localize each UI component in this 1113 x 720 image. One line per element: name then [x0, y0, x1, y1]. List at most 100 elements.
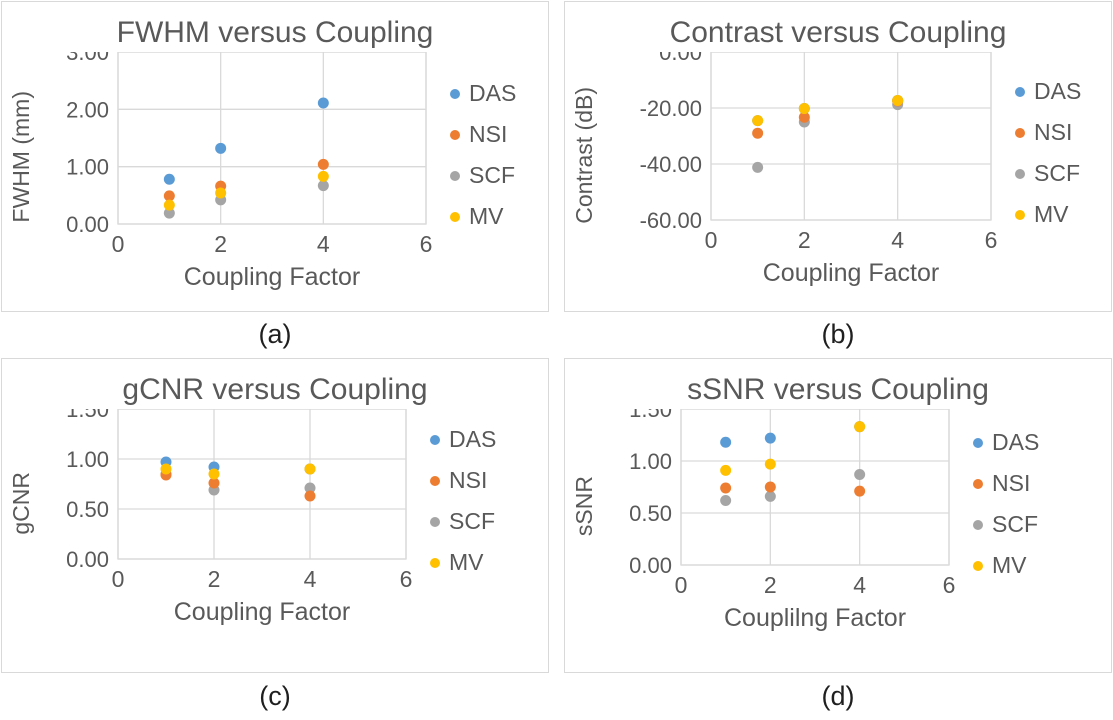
legend: DAS NSI SCF MV	[430, 426, 496, 576]
point-scf-x4	[854, 469, 866, 481]
legend-marker-icon	[1015, 209, 1025, 220]
chart-body: sSNR 0.00 0.50 1.00 1.50 0 2 4 6 Couplilng Fact…	[565, 397, 1111, 633]
legend-item-scf: SCF	[430, 508, 496, 535]
x-tick-label: 0	[112, 231, 125, 257]
legend-item-mv: MV	[450, 203, 516, 230]
chart-body: FWHM (mm) 0.00 1.00 2.00 3.00 0 2 4 6 Coupling …	[2, 40, 548, 292]
chart-svg: 0.00 0.50 1.00 1.50 0 2 4 6	[629, 397, 955, 598]
panel-caption-b: (b)	[821, 319, 855, 349]
y-tick-label: 0.00	[659, 52, 702, 65]
plot-border	[710, 51, 992, 221]
x-axis-title: Coupling Factor	[762, 259, 940, 287]
legend-label: DAS	[449, 426, 497, 452]
legend-item-nsi: NSI	[450, 121, 516, 148]
chart-panel-a: FWHM versus Coupling FWHM (mm) 0.00 1.00 2…	[1, 1, 549, 312]
caption-row-top: (a) (b)	[0, 312, 1113, 357]
point-das-x2	[215, 142, 227, 154]
legend-item-nsi: NSI	[430, 467, 496, 494]
chart-body: Contrast (dB) -60.00 -40.00 -20.00 0.00 0 2 4 6…	[565, 40, 1111, 288]
legend-marker-icon	[430, 516, 440, 527]
legend-marker-icon	[430, 557, 440, 568]
point-mv-x4	[854, 421, 866, 433]
point-mv-x4	[892, 94, 904, 106]
plot-host: -60.00 -40.00 -20.00 0.00 0 2 4 6 Coupling Fact…	[607, 40, 1003, 288]
legend-item-scf: SCF	[973, 511, 1039, 538]
point-scf-x2	[764, 490, 776, 502]
chart-title: Contrast versus Coupling	[669, 16, 1007, 49]
caption-row-bottom: (c) (d)	[0, 673, 1113, 719]
x-tick-label: 2	[764, 572, 777, 598]
legend-item-mv: MV	[973, 552, 1039, 579]
chart-row-bottom: gCNR versus Coupling gCNR 0.00 0.50 1.00 1.…	[0, 357, 1113, 673]
point-scf-x4	[304, 482, 316, 494]
point-mv-x4	[317, 170, 329, 182]
chart-panel-b: Contrast versus Coupling Contrast (dB) -…	[564, 1, 1112, 312]
x-tick-label: 2	[798, 227, 811, 253]
plot-host: 0.00 0.50 1.00 1.50 0 2 4 6 Coupling Factor	[44, 397, 418, 627]
legend-marker-icon	[973, 519, 983, 530]
plot-area: 0.00 1.00 2.00 3.00 0 2 4 6	[44, 40, 438, 267]
point-nsi-x1	[720, 482, 732, 494]
y-tick-label: 3.00	[66, 52, 109, 65]
y-tick-label: 2.00	[66, 97, 109, 122]
x-tick-label: 6	[420, 231, 433, 257]
legend-item-das: DAS	[430, 426, 496, 453]
chart-svg: 0.00 1.00 2.00 3.00 0 2 4 6	[66, 40, 433, 257]
legend-marker-icon	[450, 170, 460, 181]
legend-marker-icon	[450, 211, 460, 222]
y-tick-label: 1.00	[66, 447, 109, 472]
point-das-x1	[163, 173, 175, 185]
legend-label: NSI	[449, 467, 488, 493]
point-scf-x1	[720, 495, 732, 507]
plot-host: 0.00 0.50 1.00 1.50 0 2 4 6 Couplilng Factor	[607, 397, 961, 633]
legend-label: SCF	[1034, 160, 1080, 186]
chart-body: gCNR 0.00 0.50 1.00 1.50 0 2 4 6 Coupling Facto…	[2, 397, 548, 627]
y-axis-title: Contrast (dB)	[571, 86, 597, 224]
legend-item-mv: MV	[1015, 201, 1081, 228]
point-mv-x1	[752, 115, 764, 127]
point-nsi-x1	[163, 190, 175, 202]
point-mv-x4	[304, 463, 316, 475]
x-tick-label: 2	[208, 566, 221, 592]
y-tick-label: -40.00	[640, 152, 702, 177]
legend-label: MV	[449, 549, 484, 575]
legend-marker-icon	[1015, 168, 1025, 179]
point-scf-x4	[317, 180, 329, 192]
y-tick-label: 0.00	[66, 547, 109, 572]
legend-label: MV	[1034, 201, 1069, 227]
point-nsi-x1	[752, 127, 764, 139]
point-mv-x2	[798, 103, 810, 115]
plot-area: -60.00 -40.00 -20.00 0.00 0 2 4 6	[607, 40, 1003, 263]
legend-item-scf: SCF	[450, 162, 516, 189]
legend-label: SCF	[469, 162, 515, 188]
x-tick-label: 4	[317, 231, 330, 257]
legend-item-scf: SCF	[1015, 160, 1081, 187]
legend-label: DAS	[1034, 78, 1082, 104]
chart-svg: 0.00 0.50 1.00 1.50 0 2 4 6	[66, 397, 412, 592]
legend-label: NSI	[1034, 119, 1073, 145]
point-nsi-x4	[304, 490, 316, 502]
panel-caption-d: (d)	[821, 680, 855, 711]
y-axis-title: FWHM (mm)	[8, 91, 34, 223]
y-tick-label: 0.00	[629, 553, 672, 578]
plot-border	[117, 51, 427, 225]
point-nsi-x2	[208, 477, 220, 489]
point-das-x4	[317, 97, 329, 109]
chart-title: sSNR versus Coupling	[687, 373, 989, 406]
x-tick-label: 0	[705, 227, 718, 253]
x-tick-label: 2	[214, 231, 227, 257]
legend-marker-icon	[973, 478, 983, 489]
plot-area: 0.00 0.50 1.00 1.50 0 2 4 6	[607, 397, 961, 608]
y-tick-label: 1.00	[66, 155, 109, 180]
x-axis-title: Couplilng Factor	[723, 604, 907, 632]
x-tick-label: 4	[304, 566, 317, 592]
y-tick-label: 1.00	[629, 449, 672, 474]
legend-item-das: DAS	[450, 80, 516, 107]
chart-title: gCNR versus Coupling	[122, 373, 428, 406]
point-das-x2	[764, 432, 776, 444]
x-tick-label: 0	[675, 572, 688, 598]
legend-label: DAS	[992, 429, 1040, 455]
chart-title: FWHM versus Coupling	[116, 16, 434, 49]
x-tick-label: 4	[853, 572, 866, 598]
